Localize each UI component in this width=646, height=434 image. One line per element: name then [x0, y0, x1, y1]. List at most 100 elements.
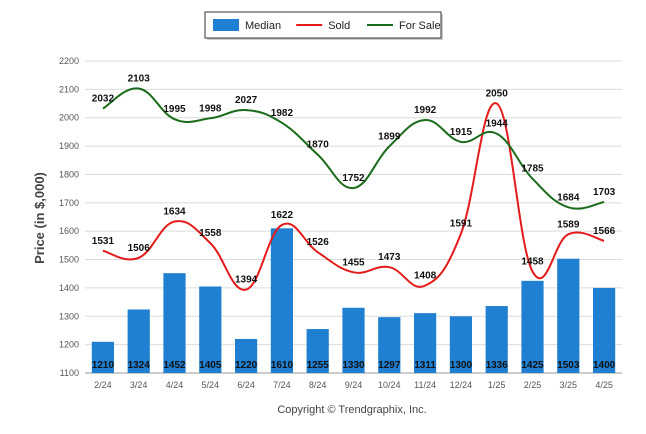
for-sale-point-label: 1944: [486, 119, 509, 130]
for-sale-point-label: 1982: [271, 108, 294, 119]
x-tick-label: 3/25: [560, 380, 578, 390]
for-sale-point-label: 2103: [128, 74, 151, 85]
median-bar-label: 1330: [342, 360, 365, 371]
median-bar: [235, 338, 258, 373]
median-bar-label: 1297: [378, 360, 401, 371]
median-bar-label: 1452: [163, 360, 186, 371]
y-tick-label: 2100: [59, 84, 79, 94]
legend: Median Sold For Sale: [204, 11, 443, 40]
x-tick-label: 6/24: [237, 380, 255, 390]
x-tick-label: 8/24: [309, 380, 327, 390]
median-bar: [270, 228, 293, 373]
y-tick-label: 2200: [59, 56, 79, 66]
sold-point-label: 1506: [128, 243, 151, 254]
y-tick-label: 1600: [59, 226, 79, 236]
median-bar-label: 1405: [199, 360, 222, 371]
median-bar-label: 1610: [271, 360, 294, 371]
x-tick-label: 3/24: [130, 380, 148, 390]
sold-point-label: 1394: [235, 275, 258, 286]
median-bar-label: 1503: [557, 360, 580, 371]
median-bar-label: 1336: [486, 360, 509, 371]
sold-point-label: 1566: [593, 226, 616, 237]
median-bar-label: 1400: [593, 360, 616, 371]
sold-point-label: 1558: [199, 228, 222, 239]
legend-swatch-median: [213, 19, 239, 31]
median-bar: [378, 317, 401, 373]
y-tick-label: 1500: [59, 255, 79, 265]
x-tick-label: 7/24: [273, 380, 291, 390]
for-sale-point-label: 1998: [199, 103, 222, 114]
y-axis: 1100 1200 1300 1400 1500 1600 1700 1800 1900 2000…: [59, 56, 79, 378]
y-tick-label: 1700: [59, 198, 79, 208]
y-tick-label: 1100: [60, 368, 79, 378]
sold-point-label: 1531: [92, 236, 115, 247]
for-sale-line: [102, 87, 605, 210]
sold-line: [102, 102, 605, 291]
y-tick-label: 1900: [59, 141, 79, 151]
x-tick-label: 4/25: [595, 380, 613, 390]
median-bar: [199, 286, 222, 373]
sold-point-label: 1455: [342, 257, 365, 268]
for-sale-point-label: 1992: [414, 105, 437, 116]
legend-label-median: Median: [245, 20, 281, 32]
median-bar-label: 1220: [235, 360, 258, 371]
x-tick-label: 5/24: [202, 380, 220, 390]
copyright-footer: Copyright © Trendgraphix, Inc.: [277, 404, 426, 416]
median-bar-label: 1311: [414, 360, 436, 371]
sold-point-label: 1408: [414, 271, 437, 282]
y-tick-label: 1800: [59, 169, 79, 179]
median-bar: [342, 307, 365, 373]
median-bar-label: 1210: [92, 360, 115, 371]
median-bar-label: 1324: [128, 360, 151, 371]
for-sale-point-label: 1752: [342, 173, 365, 184]
median-bar: [91, 341, 114, 373]
y-tick-label: 2000: [59, 113, 79, 123]
legend-label-for-sale: For Sale: [399, 20, 441, 32]
sold-point-label: 1591: [450, 219, 473, 230]
x-axis: 2/24 3/24 4/24 5/24 6/24 7/24 8/24 9/24 10/24 11/…: [94, 380, 613, 390]
y-tick-label: 1400: [59, 283, 79, 293]
for-sale-point-label: 1915: [450, 127, 473, 138]
median-bar: [306, 329, 329, 373]
median-bar: [163, 273, 186, 373]
sold-point-label: 1634: [163, 207, 186, 218]
x-tick-label: 2/25: [524, 380, 542, 390]
median-bar: [521, 280, 544, 373]
for-sale-point-label: 1684: [557, 192, 580, 203]
y-tick-label: 1300: [59, 311, 79, 321]
y-tick-label: 1200: [59, 340, 79, 350]
sold-point-label: 1622: [271, 210, 294, 221]
median-bar: [557, 258, 580, 373]
sold-point-label: 2050: [486, 89, 509, 100]
x-tick-label: 1/25: [488, 380, 506, 390]
sold-point-label: 1458: [521, 256, 544, 267]
for-sale-point-label: 1785: [521, 164, 544, 175]
legend-label-sold: Sold: [328, 20, 350, 32]
median-bar-label: 1300: [450, 360, 473, 371]
x-tick-label: 4/24: [166, 380, 184, 390]
y-axis-label: Price (in $,000): [32, 172, 47, 264]
series-lines: [102, 87, 605, 291]
x-tick-label: 12/24: [450, 380, 473, 390]
sold-point-label: 1589: [557, 219, 580, 230]
for-sale-point-label: 2032: [92, 94, 115, 105]
for-sale-point-label: 1703: [593, 187, 616, 198]
median-bar: [485, 306, 508, 373]
median-bar: [414, 313, 437, 373]
median-bar-label: 1255: [307, 360, 330, 371]
median-bar: [449, 316, 472, 373]
sold-point-label: 1473: [378, 252, 401, 263]
for-sale-point-label: 1899: [378, 131, 401, 142]
for-sale-point-label: 1870: [307, 140, 330, 151]
median-bars: [91, 228, 616, 373]
median-bar-label: 1425: [521, 360, 544, 371]
data-labels: 1210 1324 1452 1405 1220 1610 1255 1330 1297 1311…: [92, 74, 616, 371]
for-sale-point-label: 1995: [163, 104, 186, 115]
median-bar: [127, 309, 150, 373]
sold-point-label: 1526: [307, 237, 330, 248]
x-tick-label: 11/24: [414, 380, 436, 390]
for-sale-point-label: 2027: [235, 95, 258, 106]
x-tick-label: 9/24: [345, 380, 363, 390]
x-tick-label: 2/24: [94, 380, 112, 390]
